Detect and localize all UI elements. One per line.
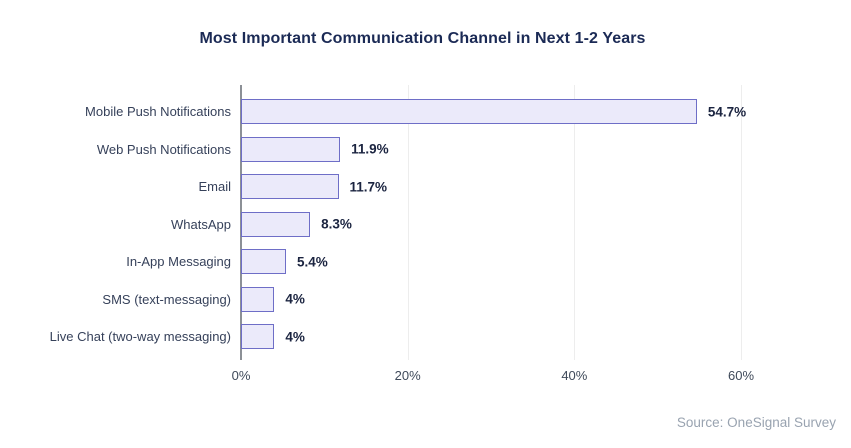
bar-track: 4% [241, 324, 741, 350]
x-tick-label: 60% [727, 368, 755, 383]
category-label: Mobile Push Notifications [85, 104, 231, 120]
chart-row: Web Push Notifications 11.9% [0, 131, 741, 169]
value-label: 8.3% [321, 216, 352, 232]
chart-row: Mobile Push Notifications 54.7% [0, 93, 746, 131]
chart-row: SMS (text-messaging) 4% [0, 281, 741, 319]
chart-row: WhatsApp 8.3% [0, 206, 741, 244]
bar [241, 211, 311, 237]
gridline-20 [407, 85, 409, 360]
gridline-60 [741, 85, 742, 360]
category-label: Live Chat (two-way messaging) [49, 329, 231, 345]
bar-rows: Mobile Push Notifications 54.7% Web Push N… [0, 93, 746, 356]
value-label: 11.7% [349, 179, 388, 195]
bar [241, 136, 341, 162]
chart-row: In-App Messaging 5.4% [0, 243, 741, 281]
x-axis-ticks: 0% 20% 40% 60% [232, 368, 754, 388]
bar [241, 99, 697, 125]
category-label: SMS (text-messaging) [102, 291, 231, 307]
bar-track: 4% [241, 286, 741, 312]
value-label: 4% [285, 291, 305, 307]
bar [241, 286, 275, 312]
x-tick-label: 20% [394, 368, 421, 383]
value-label: 4% [285, 329, 305, 345]
chart-row: Live Chat (two-way messaging) 4% [0, 318, 741, 356]
value-label: 54.7% [707, 104, 747, 120]
bar-track: 5.4% [241, 249, 741, 275]
category-label: Email [198, 179, 231, 195]
chart-title: Most Important Communication Channel in … [199, 30, 646, 47]
chart-row: Email 11.7% [0, 168, 741, 206]
category-label: In-App Messaging [126, 254, 231, 270]
category-label: WhatsApp [171, 216, 231, 232]
bar-track: 8.3% [241, 211, 741, 237]
bar [241, 324, 275, 350]
bar-track: 11.7% [241, 174, 741, 200]
x-tick-label: 0% [231, 368, 251, 383]
gridline-40 [574, 85, 576, 360]
bar-track: 54.7% [241, 99, 746, 125]
value-label: 11.9% [351, 141, 389, 157]
x-tick-label: 40% [561, 368, 588, 383]
value-label: 5.4% [297, 254, 328, 270]
bar-track: 11.9% [241, 136, 741, 162]
source-note: Source: OneSignal Survey [676, 415, 836, 430]
category-label: Web Push Notifications [96, 141, 231, 157]
bar [241, 174, 339, 200]
bar [241, 249, 286, 275]
